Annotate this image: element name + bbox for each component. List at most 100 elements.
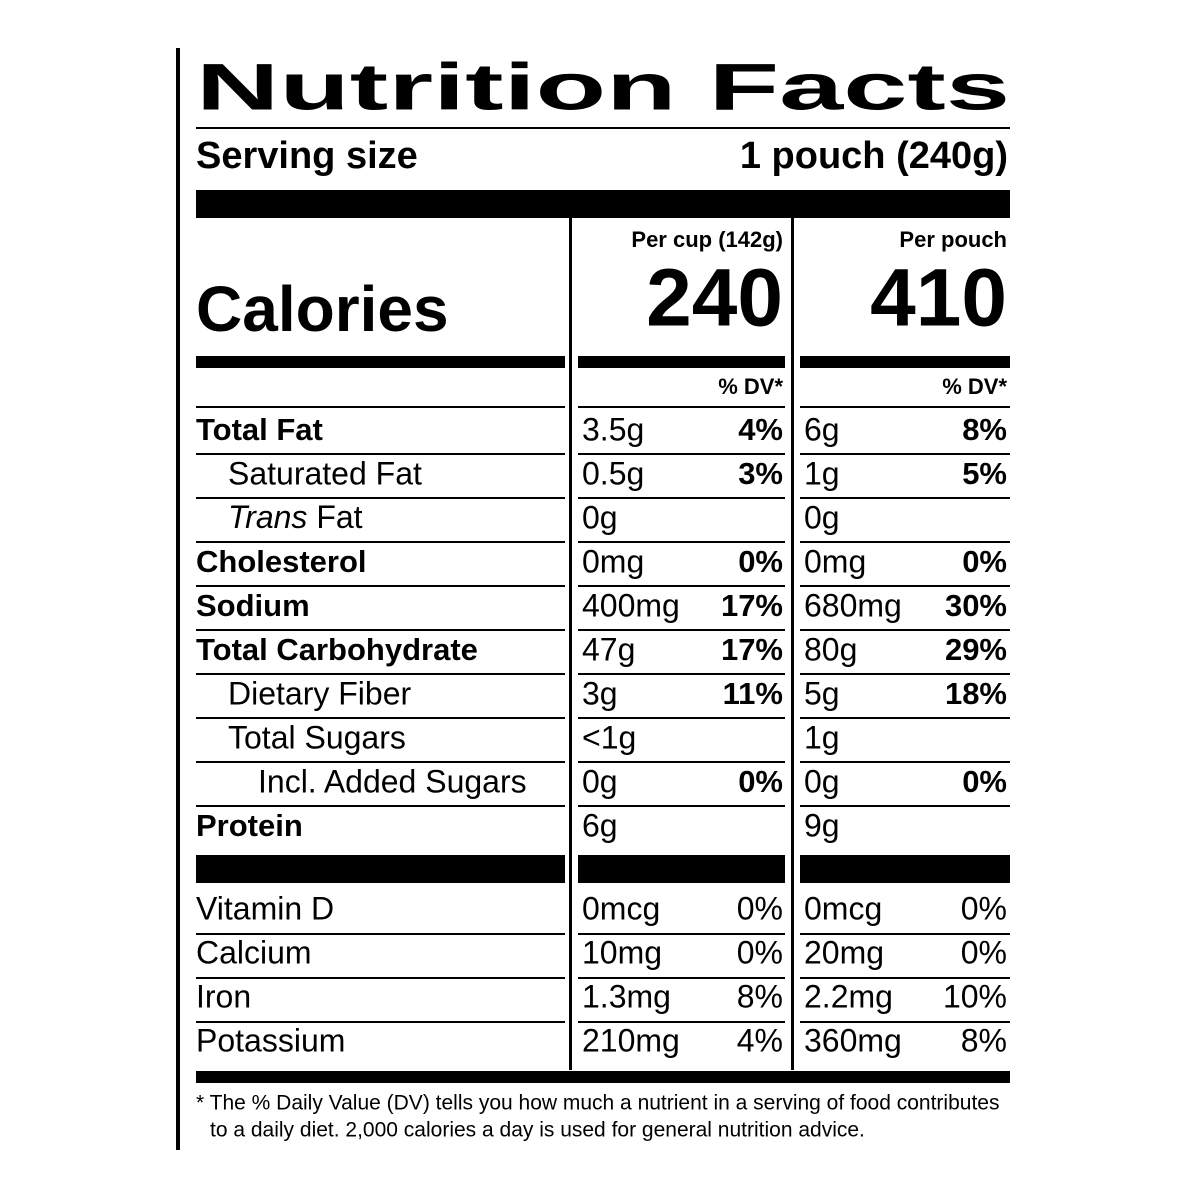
amount: 360mg xyxy=(804,1022,902,1058)
daily-value: 0% xyxy=(962,544,1007,579)
amount: 0g xyxy=(804,499,840,535)
rule xyxy=(578,761,785,763)
amount: 3.5g xyxy=(582,411,644,447)
rule xyxy=(578,717,785,719)
amount: 1g xyxy=(804,455,840,491)
rule xyxy=(800,761,1010,763)
rule xyxy=(800,717,1010,719)
amount: 0mg xyxy=(804,543,866,579)
nutrient-name: Saturated Fat xyxy=(228,455,422,491)
rule xyxy=(578,855,785,883)
rule xyxy=(578,497,785,499)
rule xyxy=(800,855,1010,883)
amount: 210mg xyxy=(582,1022,680,1058)
serving-label: Serving size xyxy=(196,135,418,177)
footnote: * The % Daily Value (DV) tells you how m… xyxy=(196,1092,999,1115)
amount: 80g xyxy=(804,631,857,667)
rule xyxy=(578,453,785,455)
rule xyxy=(800,497,1010,499)
rule xyxy=(196,673,565,675)
amount: 1.3mg xyxy=(582,978,671,1014)
calories-label: Calories xyxy=(196,273,449,345)
rule xyxy=(196,855,565,883)
rule xyxy=(578,406,785,408)
rule xyxy=(196,585,565,587)
rule xyxy=(196,356,565,368)
amount: 47g xyxy=(582,631,635,667)
serving-value: 1 pouch (240g) xyxy=(740,135,1008,177)
daily-value: 8% xyxy=(961,1022,1007,1058)
daily-value: 5% xyxy=(962,456,1007,491)
amount: 0mcg xyxy=(804,890,882,926)
rule xyxy=(578,1021,785,1023)
rule xyxy=(800,805,1010,807)
column-header: Per pouch xyxy=(899,227,1007,252)
vitamin-name: Iron xyxy=(196,978,251,1014)
daily-value: 8% xyxy=(737,978,783,1014)
rule xyxy=(196,933,565,935)
column-divider xyxy=(791,218,794,1070)
amount: 0mg xyxy=(582,543,644,579)
daily-value: 30% xyxy=(945,588,1007,623)
amount: 400mg xyxy=(582,587,680,623)
rule xyxy=(800,585,1010,587)
amount: 680mg xyxy=(804,587,902,623)
nutrient-name: Dietary Fiber xyxy=(228,675,412,711)
nutrient-name: Total Sugars xyxy=(228,719,406,755)
amount: 0.5g xyxy=(582,455,644,491)
daily-value: 18% xyxy=(945,676,1007,711)
rule xyxy=(800,453,1010,455)
rule xyxy=(196,127,1010,129)
thick-bar xyxy=(196,190,1010,218)
daily-value: 4% xyxy=(738,412,783,447)
daily-value: 0% xyxy=(962,764,1007,799)
daily-value: 0% xyxy=(737,890,783,926)
daily-value: 17% xyxy=(721,588,783,623)
amount: 6g xyxy=(582,807,618,843)
nutrient-name: Incl. Added Sugars xyxy=(258,763,527,799)
rule xyxy=(578,629,785,631)
footnote: to a daily diet. 2,000 calories a day is… xyxy=(210,1119,865,1142)
rule xyxy=(800,406,1010,408)
daily-value: 17% xyxy=(721,632,783,667)
rule xyxy=(196,453,565,455)
dv-header: % DV* xyxy=(718,374,783,399)
rule xyxy=(196,541,565,543)
vitamin-name: Calcium xyxy=(196,934,312,970)
rule xyxy=(800,977,1010,979)
daily-value: 4% xyxy=(737,1022,783,1058)
amount: 20mg xyxy=(804,934,884,970)
column-divider xyxy=(569,218,572,1070)
amount: 6g xyxy=(804,411,840,447)
rule xyxy=(196,717,565,719)
daily-value: 0% xyxy=(961,934,1007,970)
daily-value: 29% xyxy=(945,632,1007,667)
nutrient-name: Total Carbohydrate xyxy=(196,632,478,667)
nutrient-name: Protein xyxy=(196,808,303,843)
bottom-bar xyxy=(196,1071,1010,1083)
daily-value: 0% xyxy=(737,934,783,970)
nutrient-name: Total Fat xyxy=(196,412,323,447)
amount: 0g xyxy=(804,763,840,799)
calories-value: 410 xyxy=(870,253,1007,344)
daily-value: 0% xyxy=(961,890,1007,926)
rule xyxy=(578,585,785,587)
rule xyxy=(578,673,785,675)
rule xyxy=(578,977,785,979)
daily-value: 8% xyxy=(962,412,1007,447)
daily-value: 11% xyxy=(723,676,783,711)
rule xyxy=(196,977,565,979)
daily-value: 10% xyxy=(943,978,1007,1014)
title: Nutrition Facts xyxy=(196,49,1010,123)
nutrient-name: Sodium xyxy=(196,588,310,623)
rule xyxy=(800,356,1010,368)
rule xyxy=(196,629,565,631)
amount: 9g xyxy=(804,807,840,843)
rule xyxy=(800,933,1010,935)
amount: 3g xyxy=(582,675,618,711)
rule xyxy=(196,805,565,807)
rule xyxy=(196,497,565,499)
amount: 0g xyxy=(582,763,618,799)
